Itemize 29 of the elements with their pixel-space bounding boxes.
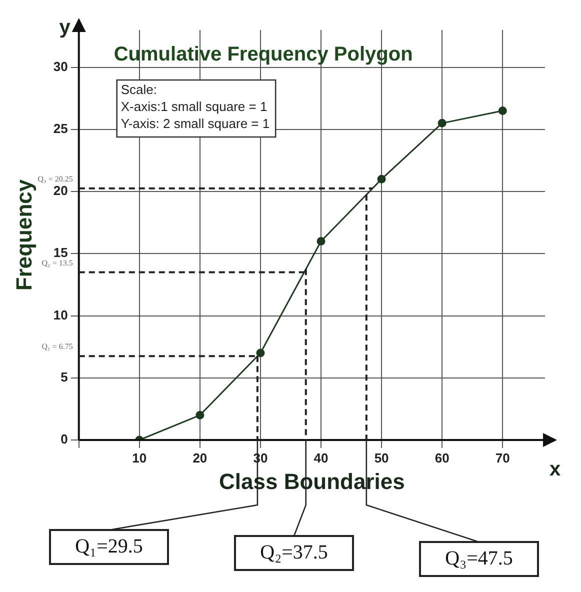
ref-line-label: Q₂ = 13.5 — [42, 258, 73, 268]
point — [438, 118, 446, 128]
x-tick-label: 10 — [132, 450, 147, 466]
ref-line-label: Q₃=47.5 — [445, 547, 513, 570]
x-tick-label: 70 — [495, 450, 510, 466]
point — [498, 106, 507, 116]
text: x — [549, 458, 561, 481]
y-tick-label: 15 — [53, 245, 68, 260]
x-tick-label: 40 — [314, 450, 328, 466]
ref-line-label: Q₂=37.5 — [260, 541, 328, 564]
y-tick-label: 0 — [60, 432, 68, 447]
y-tick-label: 5 — [60, 369, 68, 384]
x-tick-label: 60 — [434, 450, 450, 466]
point — [196, 410, 204, 420]
y-tick-label: 10 — [53, 307, 68, 322]
y-tick-label: 25 — [53, 120, 68, 136]
y-axis-title: Frequency — [11, 178, 36, 291]
ref-line-label: Q₃ = 20.25 — [38, 174, 73, 184]
point — [256, 348, 265, 358]
text: y — [59, 16, 72, 39]
annotation: Scale: X-axis:1 small square = 1 Y-axis: 2 small square = 1 — [120, 82, 270, 132]
ref-line-label: Q₁=29.5 — [75, 535, 143, 558]
y-tick-label: 20 — [53, 183, 68, 198]
point — [316, 236, 326, 246]
y-tick-label: 30 — [53, 58, 68, 74]
point — [377, 174, 386, 184]
x-tick-label: 50 — [374, 450, 389, 466]
ref-line-label: Q₁ = 6.75 — [42, 342, 73, 352]
x-tick-label: 20 — [192, 450, 208, 466]
